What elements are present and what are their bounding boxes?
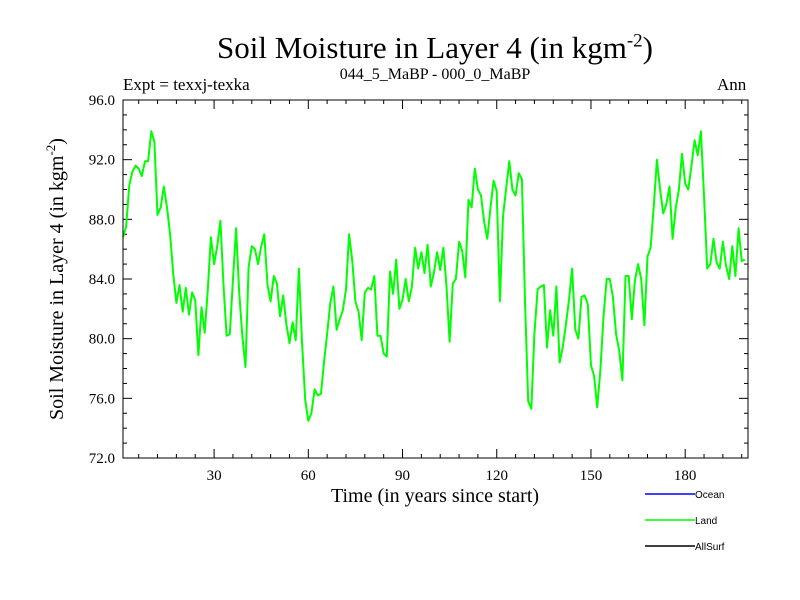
x-tick-label: 180	[674, 468, 697, 484]
plot-frame	[122, 99, 749, 459]
x-tick-label: 60	[301, 468, 316, 484]
y-tick-label: 80.0	[89, 332, 115, 348]
y-tick-label: 72.0	[89, 451, 115, 467]
x-tick-label: 120	[485, 468, 508, 484]
season-label: Ann	[717, 75, 747, 94]
x-tick-label: 30	[207, 468, 222, 484]
legend-label-ocean: Ocean	[695, 490, 724, 501]
legend-label-allsurf: AllSurf	[695, 542, 725, 553]
x-axis-label: Time (in years since start)	[330, 485, 540, 507]
y-tick-label: 76.0	[89, 391, 115, 407]
x-tick-label: 150	[580, 468, 603, 484]
experiment-label: Expt = texxj-texka	[123, 75, 250, 94]
legend-label-land: Land	[695, 516, 717, 527]
y-tick-label: 96.0	[89, 93, 115, 109]
y-tick-label: 84.0	[89, 272, 115, 288]
x-tick-label: 90	[395, 468, 410, 484]
series-line-land	[122, 130, 746, 422]
y-tick-label: 88.0	[89, 212, 115, 228]
chart-title: Soil Moisture in Layer 4 (in kgm-2)	[217, 30, 653, 65]
y-tick-label: 92.0	[89, 153, 115, 169]
period-difference-label: 044_5_MaBP - 000_0_MaBP	[339, 66, 531, 83]
